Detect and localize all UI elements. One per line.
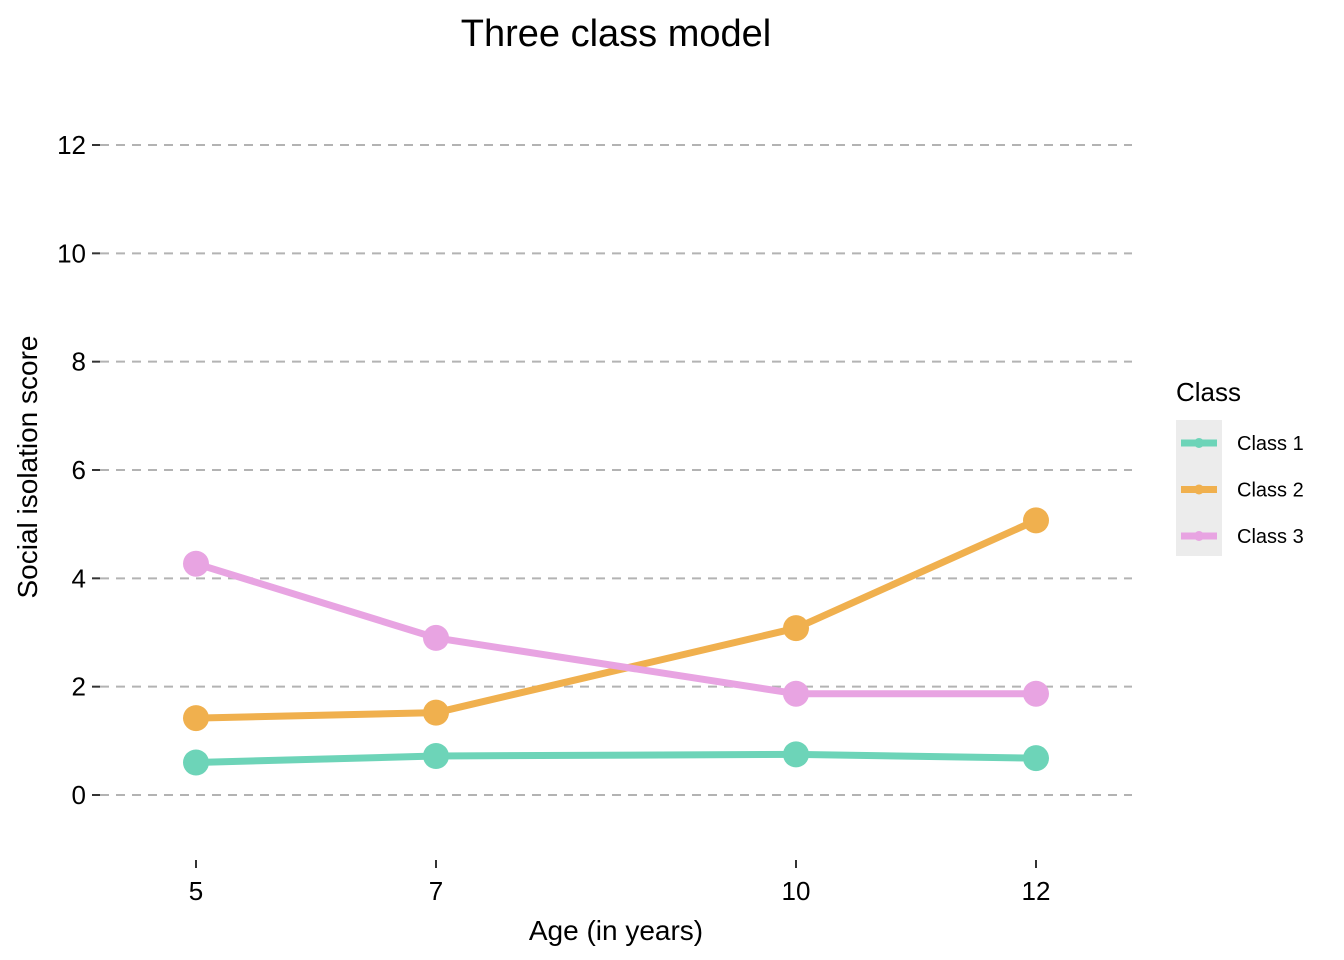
data-point-class-2 <box>1023 507 1049 534</box>
x-axis-title: Age (in years) <box>529 915 703 946</box>
series-line-class-2 <box>192 516 1040 722</box>
y-tick-label: 12 <box>57 130 86 160</box>
data-point-class-3 <box>183 550 209 577</box>
y-tick-label: 2 <box>72 672 86 702</box>
x-axis: 5 7 10 12 <box>189 860 1051 906</box>
data-point-class-2 <box>423 699 449 726</box>
data-point-class-1 <box>783 741 809 768</box>
y-tick-label: 6 <box>72 455 86 485</box>
y-tick-label: 10 <box>57 238 86 268</box>
y-tick-label: 4 <box>72 563 86 593</box>
x-tick-label: 5 <box>189 876 203 906</box>
y-tick-label: 0 <box>72 780 86 810</box>
legend-key-point <box>1194 484 1204 495</box>
data-point-class-2 <box>183 705 209 732</box>
series-line-class-3 <box>192 560 1040 698</box>
data-point-class-2 <box>783 615 809 642</box>
y-tick-label: 8 <box>72 347 86 377</box>
legend-label: Class 1 <box>1237 433 1304 455</box>
data-point-class-1 <box>183 749 209 776</box>
series-layer <box>183 507 1049 776</box>
series-line-class-1 <box>192 750 1040 766</box>
data-point-class-3 <box>1023 680 1049 707</box>
chart-title: Three class model <box>461 13 771 55</box>
x-tick-label: 7 <box>429 876 443 906</box>
gridlines <box>100 144 1132 796</box>
data-point-class-1 <box>1023 745 1049 772</box>
data-point-class-3 <box>423 624 449 651</box>
legend-key-point <box>1194 531 1204 541</box>
legend-label: Class 3 <box>1237 526 1304 548</box>
legend-key-point <box>1194 438 1204 448</box>
x-tick-label: 12 <box>1022 876 1051 906</box>
legend-title: Class <box>1176 377 1241 407</box>
y-axis: 0 2 4 6 8 10 12 <box>57 130 100 810</box>
x-tick-label: 10 <box>782 876 811 906</box>
data-point-class-1 <box>423 743 449 769</box>
data-point-class-3 <box>783 680 809 707</box>
legend-label: Class 2 <box>1237 480 1304 502</box>
y-axis-title: Social isolation score <box>12 335 43 598</box>
legend: Class Class 1 Class 2 Class 3 <box>1176 377 1304 556</box>
